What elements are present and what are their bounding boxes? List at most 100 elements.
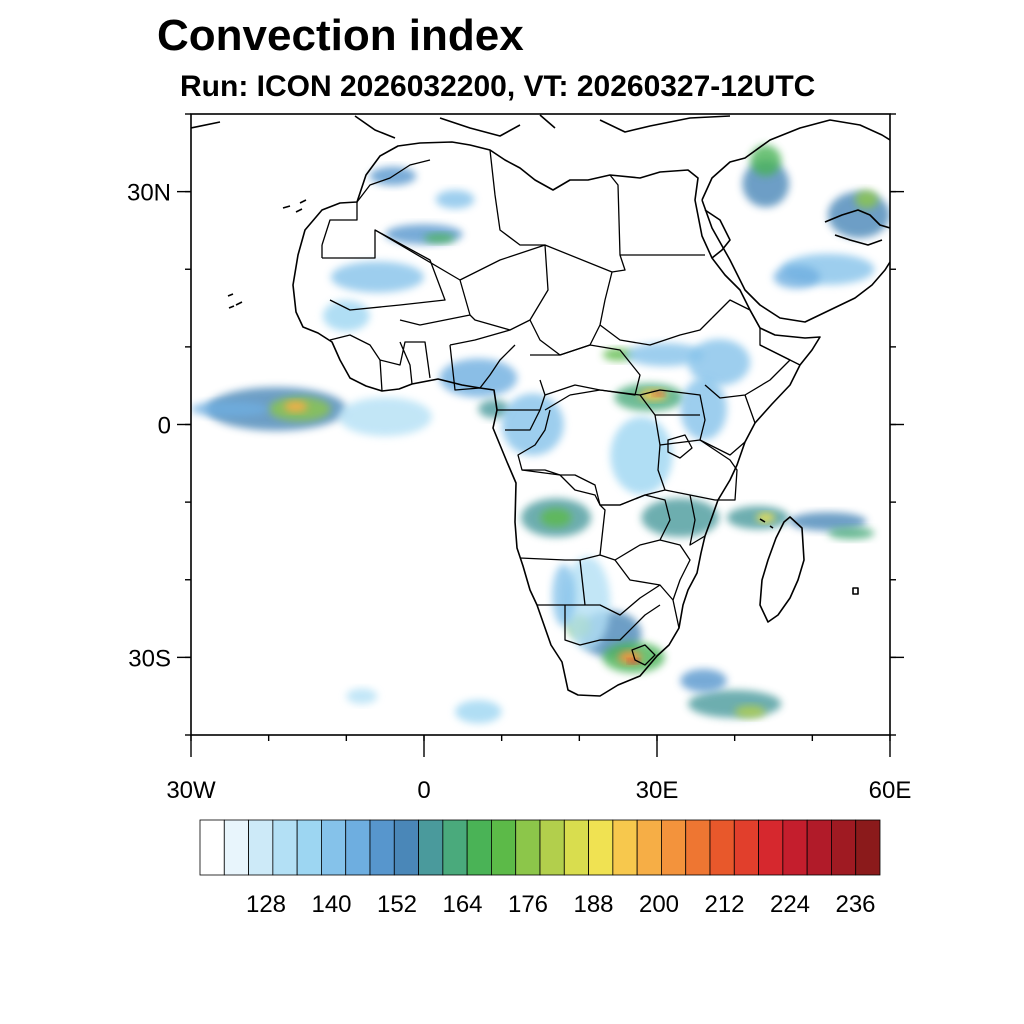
field-blob	[773, 265, 821, 289]
colorbar-swatch	[515, 819, 541, 876]
comoros	[759, 518, 774, 529]
field-blob	[435, 190, 475, 209]
field-blob	[688, 339, 751, 386]
field-blob	[563, 556, 611, 650]
colorbar-swatch	[758, 819, 784, 876]
lat-tick-label: 0	[158, 413, 171, 440]
border-niger-chad	[459, 244, 549, 331]
colorbar-label: 176	[508, 891, 548, 918]
lon-tick-label: 30W	[166, 777, 216, 804]
colorbar-swatch	[321, 819, 347, 876]
map-subtitle: Run: ICON 2026032200, VT: 20260327-12UTC	[180, 70, 816, 103]
red-sea-west	[704, 209, 731, 259]
border-west-africa	[329, 334, 431, 392]
field-blob	[789, 512, 867, 531]
colorbar-swatch	[442, 819, 468, 876]
colorbar-swatch	[782, 819, 808, 876]
mauritius	[852, 587, 859, 595]
colorbar-swatch	[491, 819, 517, 876]
colorbar-label: 140	[311, 891, 351, 918]
field-blob	[552, 564, 576, 627]
colorbar-label: 236	[835, 891, 875, 918]
colorbar-swatch	[733, 819, 759, 876]
colorbar-label: 224	[770, 891, 810, 918]
colorbar-swatch	[709, 819, 735, 876]
field-blob	[610, 416, 673, 495]
colorbar-swatch	[248, 819, 274, 876]
field-blob	[756, 512, 776, 523]
border-libya-egypt	[609, 174, 626, 273]
colorbar-label: 188	[573, 891, 613, 918]
colorbar-swatch	[563, 819, 589, 876]
field-blob	[750, 145, 782, 177]
colorbar-swatch	[806, 819, 832, 876]
colorbar-swatch	[369, 819, 395, 876]
lon-tick-label: 60E	[869, 777, 912, 804]
field-blob	[439, 358, 518, 398]
map-ticks	[177, 113, 904, 757]
border-algeria-libya	[489, 149, 545, 246]
convection-field	[191, 145, 890, 724]
field-blob	[323, 300, 370, 332]
colorbar-swatch	[272, 819, 298, 876]
border-western-sahara	[321, 202, 358, 246]
border-zimbabwe-botswana	[579, 559, 674, 616]
lesotho	[631, 644, 656, 666]
border-chad-sudan	[529, 244, 613, 356]
colorbar-swatch	[418, 819, 444, 876]
colorbar-swatch	[685, 819, 711, 876]
colorbar-label: 212	[704, 891, 744, 918]
border-tanzania	[659, 439, 738, 501]
colorbar-label: 152	[377, 891, 417, 918]
border-mali	[374, 229, 471, 326]
colorbar-swatch	[539, 819, 565, 876]
colorbar-swatch	[393, 819, 419, 876]
colorbar-swatch	[345, 819, 371, 876]
colorbar-swatch	[223, 819, 249, 876]
colorbar-swatch	[855, 819, 881, 876]
field-blob	[191, 401, 269, 417]
persian-gulf	[824, 209, 890, 246]
colorbar-swatch	[296, 819, 322, 876]
border-namibia-sa	[537, 604, 661, 646]
border-mauritania	[321, 229, 446, 311]
cape-verde	[227, 293, 243, 309]
border-morocco-algeria	[356, 159, 431, 203]
colorbar-swatch	[199, 819, 225, 876]
field-blob	[330, 261, 424, 293]
mediterranean-north	[191, 114, 731, 139]
border-mozambique	[659, 494, 706, 629]
colorbar-label: 164	[442, 891, 482, 918]
field-blob	[478, 399, 510, 419]
field-blob	[688, 689, 782, 718]
map-title: Convection index	[157, 11, 524, 60]
field-blob	[625, 342, 704, 367]
madagascar-coastline	[759, 516, 805, 623]
field-blob	[742, 160, 790, 208]
colorbar-swatch	[831, 819, 857, 876]
border-nigeria	[449, 329, 516, 391]
field-blob	[827, 526, 875, 540]
border-somalia	[744, 344, 801, 424]
border-uganda-kenya	[639, 389, 746, 456]
field-blob	[653, 391, 664, 396]
field-blob	[680, 377, 727, 441]
field-blob	[284, 401, 308, 413]
border-zambia	[599, 494, 671, 561]
lon-tick-label: 0	[417, 777, 430, 804]
border-car	[530, 344, 641, 396]
lat-tick-label: 30N	[127, 180, 171, 207]
country-borders	[321, 149, 801, 666]
field-blob	[540, 508, 572, 527]
lon-tick-label: 30E	[636, 777, 679, 804]
canary-islands	[282, 199, 307, 213]
map-tick-labels: 30N 0 30S 30W 0 30E 60E	[127, 180, 911, 804]
colorbar: 128 140 152 164 176 188 200 212 224 236	[199, 819, 881, 918]
colorbar-swatch	[466, 819, 492, 876]
arabia-coastline	[701, 119, 890, 323]
field-blob	[346, 688, 378, 704]
lat-tick-label: 30S	[128, 645, 171, 672]
field-blob	[424, 233, 456, 243]
lake-victoria	[667, 434, 693, 459]
